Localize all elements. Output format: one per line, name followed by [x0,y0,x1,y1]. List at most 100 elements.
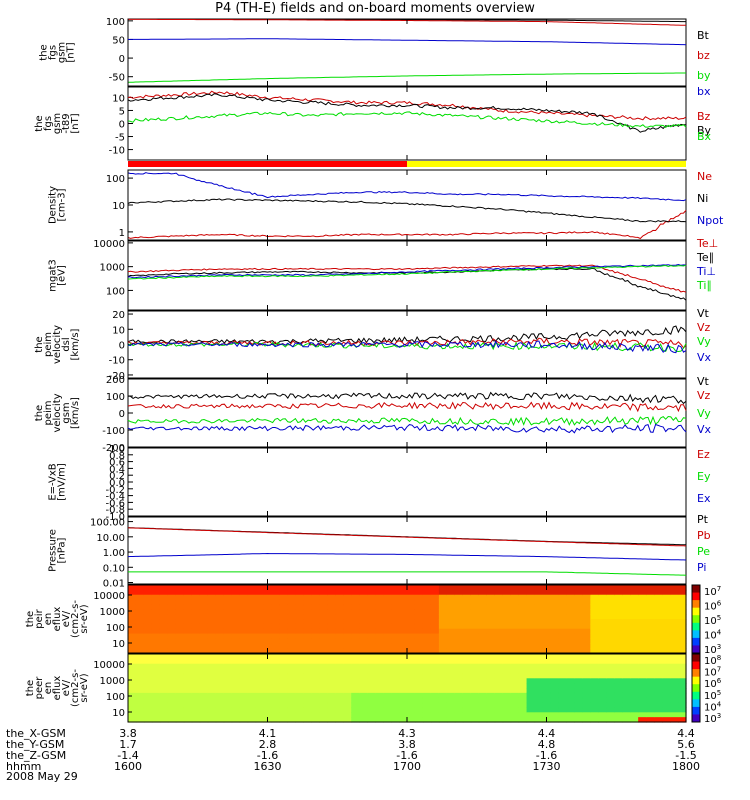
spectrogram-cell [167,585,177,591]
spectrogram-cell [383,628,392,635]
spectrogram-cell [287,673,296,679]
legend-fgs_gsm-by: by [697,69,711,82]
spectrogram-cell [558,623,568,630]
spectrogram-cell [494,623,504,630]
spectrogram-cell [191,599,201,606]
spectrogram-cell [279,668,289,675]
spectrogram-cell [654,628,663,635]
spectrogram-cell [367,589,376,596]
spectrogram-cell [622,658,631,665]
legend-fgs_gsm-Bt: Bt [697,29,710,42]
spectrogram-cell [311,638,320,644]
spectrogram-cell [247,712,257,718]
y-tick-label: 0 [119,409,125,420]
spectrogram-cell [375,648,384,654]
spectrogram-cell [470,688,480,694]
spectrogram-cell [622,585,631,591]
spectrogram-cell [287,648,296,654]
spectrogram-cell [542,678,552,684]
spectrogram-cell [391,633,400,640]
spectrogram-cell [367,663,376,670]
spectrogram-cell [438,585,448,591]
spectrogram-cell [199,692,209,699]
spectrogram-cell [239,594,249,601]
spectrogram-cell [558,589,568,596]
spectrogram-cell [191,702,201,709]
spectrogram-cell [438,638,448,644]
spectrogram-cell [399,599,408,606]
spectrogram-cell [558,638,568,644]
spectrogram-cell [399,648,408,654]
spectrogram-cell [247,678,257,684]
spectrogram-cell [470,594,480,601]
spectrogram-cell [430,623,440,630]
spectrogram-cell [375,712,384,718]
spectrogram-cell [231,643,241,649]
spectrogram-cell [351,658,360,665]
spectrogram-cell [478,654,488,660]
spectrogram-cell [614,668,623,675]
spectrogram-cell [454,643,464,649]
y-tick-label: 10 [112,639,125,650]
spectrogram-cell [502,585,512,591]
spectrogram-cell [614,707,623,713]
spectrogram-cell [590,599,599,606]
spectrogram-cell [542,619,552,625]
spectrogram-cell [494,717,504,723]
spectrogram-cell [614,604,623,610]
spectrogram-cell [550,623,560,630]
spectrogram-cell [470,654,480,660]
spectrogram-cell [335,712,344,718]
spectrogram-cell [446,658,456,665]
spectrogram-cell [598,633,607,640]
spectrogram-cell [327,648,336,654]
spectrogram-cell [319,599,328,606]
spectrogram-cell [183,638,193,644]
spectrogram-cell [183,697,193,704]
spectrogram-cell [303,614,312,620]
spectrogram-cell [359,678,368,684]
spectrogram-cell [486,692,496,699]
spectrogram-cell [606,604,615,610]
spectrogram-cell [279,614,289,620]
spectrogram-cell [199,648,209,654]
spectrogram-cell [558,668,568,675]
spectrogram-cell [303,599,312,606]
spectrogram-cell [255,594,265,601]
spectrogram-cell [446,638,456,644]
spectrogram-cell [510,628,520,635]
spectrogram-cell [367,658,376,665]
spectrogram-cell [662,668,671,675]
spectrogram-cell [638,692,647,699]
spectrogram-cell [399,643,408,649]
y-tick-label: 10.00 [96,533,125,544]
spectrogram-cell [343,692,352,699]
spectrogram-cell [391,697,400,704]
spectrogram-cell [438,683,448,689]
spectrogram-cell [311,697,320,704]
spectrogram-cell [582,604,591,610]
spectrogram-cell [590,663,599,670]
spectrogram-cell [542,683,552,689]
spectrogram-cell [550,594,560,601]
spectrogram-cell [343,623,352,630]
spectrogram-cell [582,594,591,601]
spectrogram-cell [462,623,472,630]
spectrogram-cell [183,623,193,630]
spectrogram-cell [494,589,504,596]
y-tick-label: -10 [109,146,125,157]
colorbar-tick-label: 105 [704,689,721,702]
spectrogram-cell [128,673,137,679]
spectrogram-cell [263,589,273,596]
spectrogram-cell [351,673,360,679]
spectrogram-cell [263,609,273,615]
spectrogram-cell [128,609,137,615]
series-line-fgs_gsm_detail-By [127,93,687,133]
spectrogram-cell [670,633,679,640]
spectrogram-cell [295,654,304,660]
spectrogram-cell [534,668,544,675]
spectrogram-cell [678,633,687,640]
spectrogram-cell [414,648,424,654]
spectrogram-cell [646,633,655,640]
spectrogram-cell [143,604,153,610]
